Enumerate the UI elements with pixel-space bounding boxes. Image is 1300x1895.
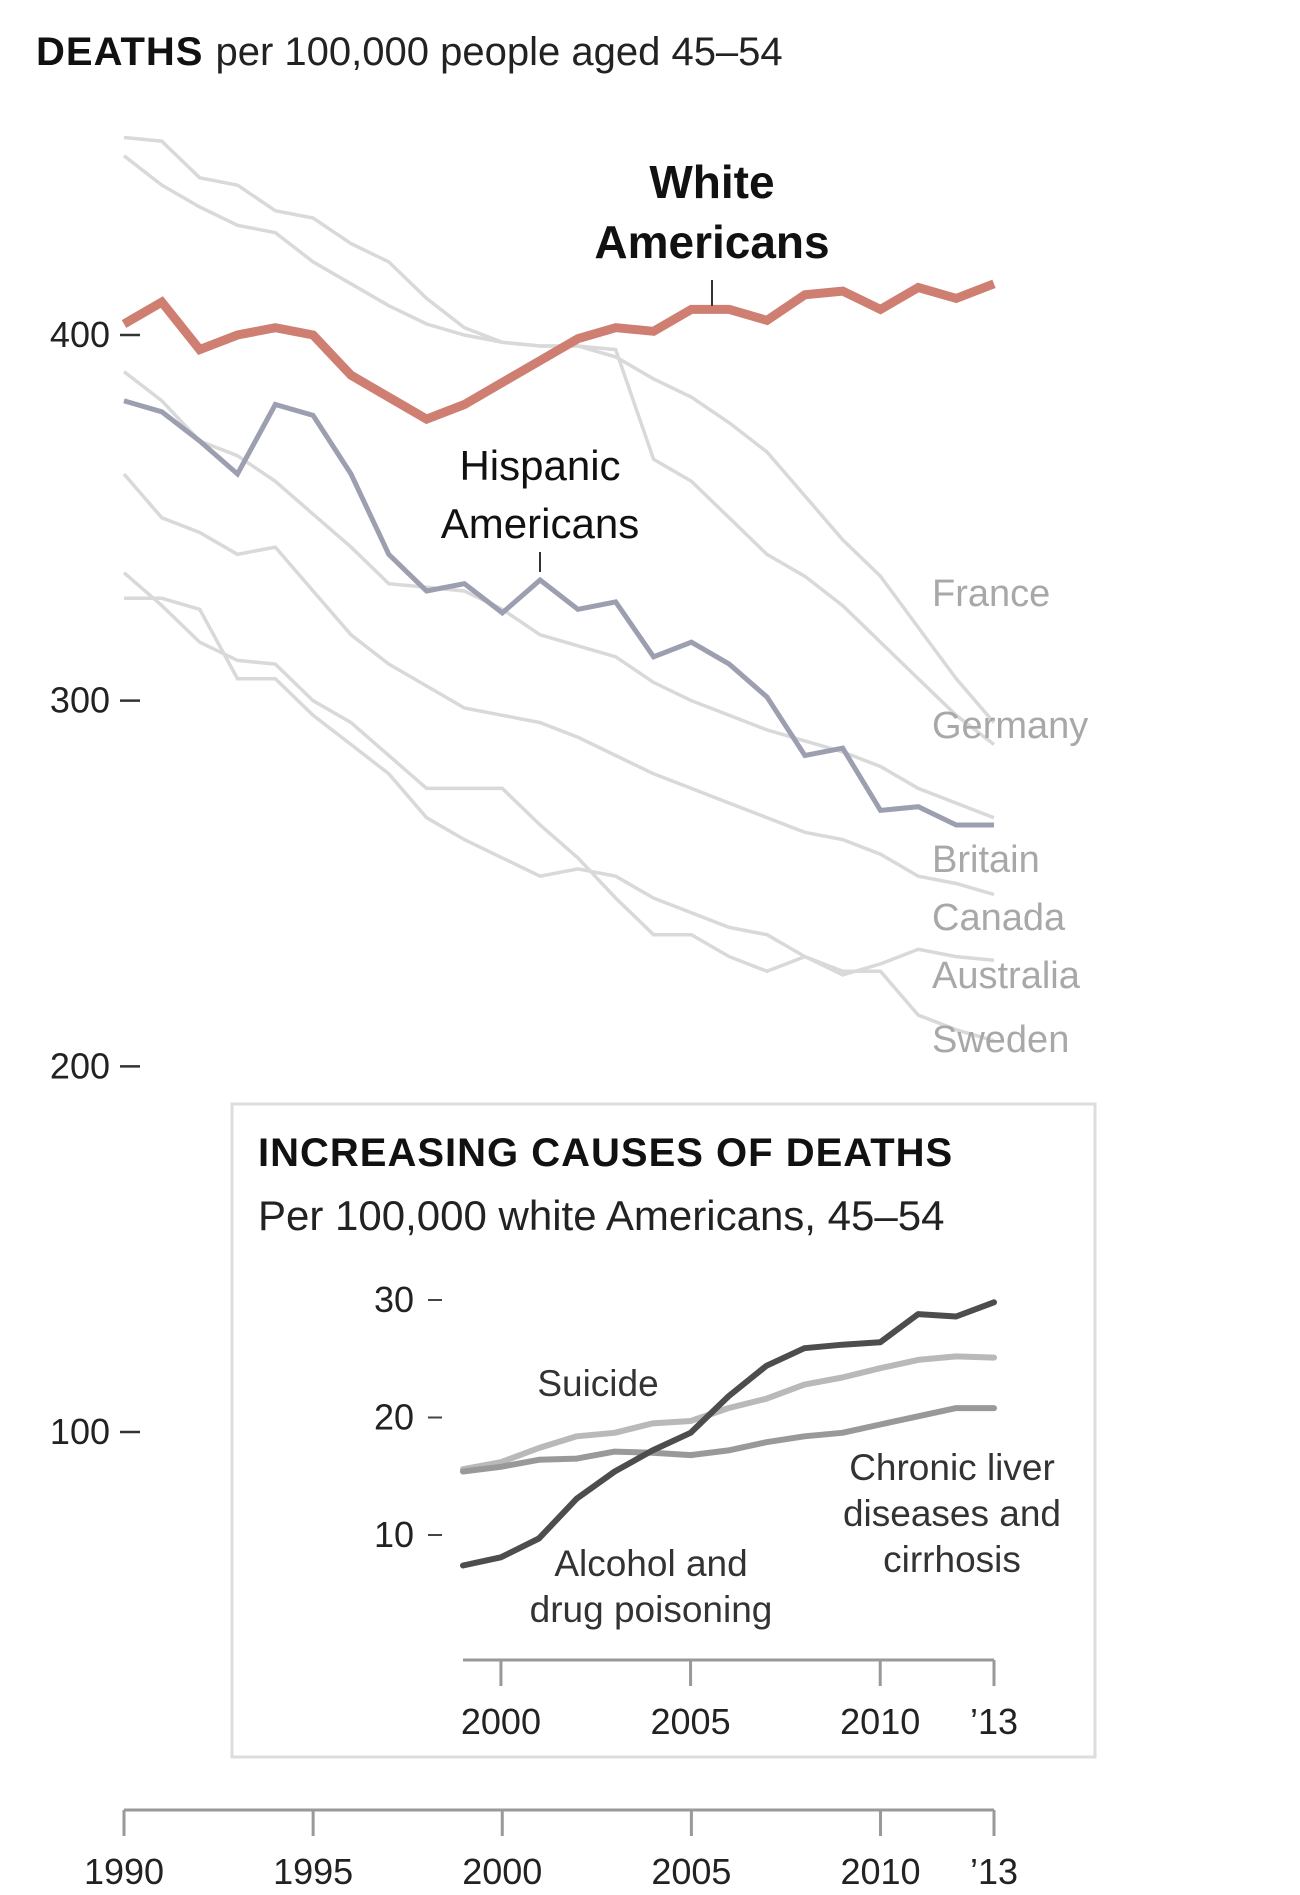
y-tick-label-400: 400 xyxy=(50,314,110,355)
inset-series-line-suicide xyxy=(460,1353,997,1473)
country-labels: France Germany Britain Canada Australia Swede… xyxy=(932,573,1088,1061)
x-axis: 1990 1995 2000 2005 2010 ’13 xyxy=(84,1808,1018,1892)
inset-x-tick-label-2000: 2000 xyxy=(461,1701,541,1742)
inset-y-tick-label-30: 30 xyxy=(374,1279,414,1320)
inset-series-line-chronic-liver-diseases-and-cirrhosis xyxy=(460,1405,997,1475)
inset-x-axis: 2000 2005 2010 ’13 xyxy=(461,1658,1018,1742)
white-americans-label-line2: Americans xyxy=(594,216,829,268)
hispanic-americans-label-line1: Hispanic xyxy=(459,442,620,489)
country-label-sweden: Sweden xyxy=(932,1019,1069,1061)
series-line-hispanic-americans xyxy=(123,398,994,828)
chart-title-subtitle: per 100,000 people aged 45–54 xyxy=(215,30,783,74)
x-tick-label-1990: 1990 xyxy=(84,1851,164,1892)
country-label-canada: Canada xyxy=(932,897,1066,939)
inset-y-axis: 30 20 10 xyxy=(374,1279,442,1555)
chart-title: DEATHS per 100,000 people aged 45–54 xyxy=(36,30,783,75)
inset-chart: INCREASING CAUSES OF DEATHS Per 100,000 … xyxy=(230,1102,1097,1759)
x-tick-label-2010: 2010 xyxy=(840,1851,920,1892)
x-tick-label-1995: 1995 xyxy=(273,1851,353,1892)
y-tick-label-100: 100 xyxy=(50,1411,110,1452)
liver-label-line1: Chronic liver xyxy=(849,1447,1055,1488)
inset-y-tick-label-10: 10 xyxy=(374,1514,414,1555)
inset-lines xyxy=(460,1299,997,1569)
x-tick-label-2013: ’13 xyxy=(970,1851,1018,1892)
country-label-britain: Britain xyxy=(932,839,1040,881)
country-label-australia: Australia xyxy=(932,955,1081,997)
series-line-australia xyxy=(122,571,995,977)
inset-x-tick-label-2010: 2010 xyxy=(840,1701,920,1742)
country-label-germany: Germany xyxy=(932,705,1088,747)
inset-x-tick-label-2013: ’13 xyxy=(970,1701,1018,1742)
hispanic-americans-label-line2: Americans xyxy=(441,500,639,547)
suicide-label: Suicide xyxy=(537,1363,658,1404)
series-line-sweden xyxy=(124,596,995,1043)
x-tick-label-2000: 2000 xyxy=(462,1851,542,1892)
alcohol-label-line1: Alcohol and xyxy=(554,1543,747,1584)
x-tick-label-2005: 2005 xyxy=(651,1851,731,1892)
y-tick-label-300: 300 xyxy=(50,680,110,721)
inset-series-line-alcohol-and-drug-poisoning xyxy=(460,1299,997,1569)
inset-subtitle: Per 100,000 white Americans, 45–54 xyxy=(258,1192,944,1239)
inset-x-tick-label-2005: 2005 xyxy=(651,1701,731,1742)
chart-title-bold: DEATHS xyxy=(36,30,204,74)
country-label-france: France xyxy=(932,573,1050,615)
inset-y-tick-label-20: 20 xyxy=(374,1397,414,1438)
highlight-lines xyxy=(121,279,996,828)
liver-label-line2: diseases and xyxy=(843,1493,1061,1534)
liver-label-line3: cirrhosis xyxy=(883,1539,1021,1580)
y-tick-label-200: 200 xyxy=(50,1045,110,1086)
y-axis: 400 300 200 100 xyxy=(50,314,140,1452)
country-lines xyxy=(122,135,996,1043)
white-americans-label-line1: White xyxy=(649,156,774,208)
inset-frame xyxy=(230,1102,1097,1759)
alcohol-label-line2: drug poisoning xyxy=(530,1589,773,1630)
series-line-white-americans xyxy=(121,279,996,425)
series-line-canada xyxy=(122,472,995,897)
inset-title: INCREASING CAUSES OF DEATHS xyxy=(258,1131,953,1175)
